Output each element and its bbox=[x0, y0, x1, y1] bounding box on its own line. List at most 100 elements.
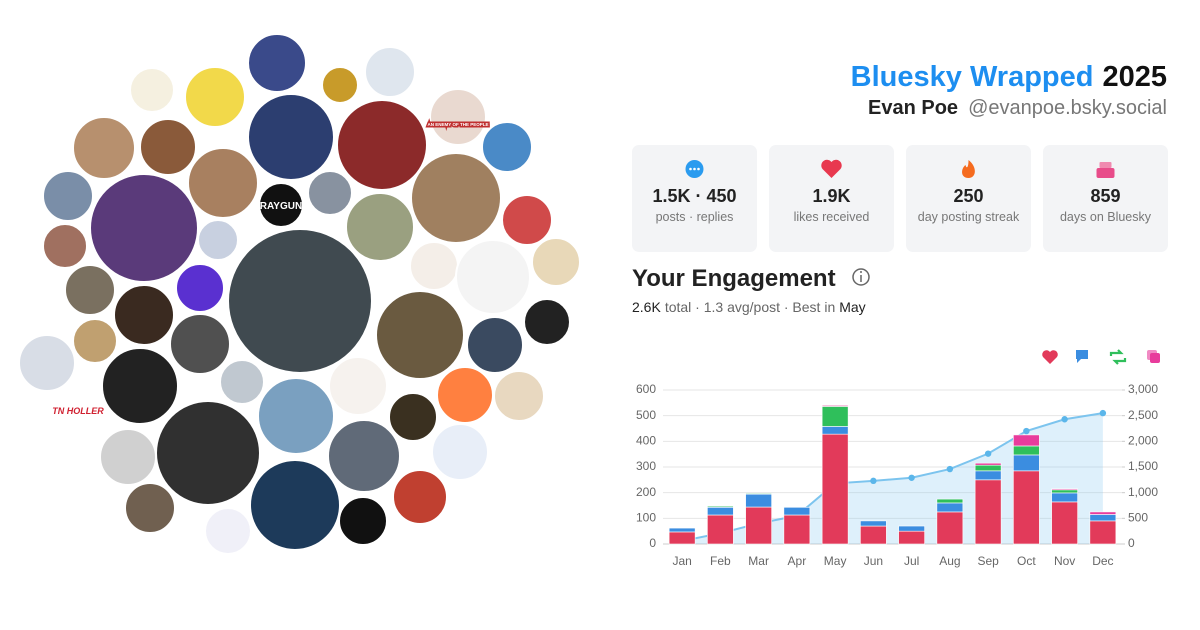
avatar[interactable] bbox=[455, 239, 531, 315]
x-tick-label: Dec bbox=[1092, 554, 1113, 568]
avatar[interactable] bbox=[124, 482, 176, 534]
avatar[interactable] bbox=[531, 237, 581, 287]
info-icon[interactable] bbox=[852, 268, 870, 286]
avatar[interactable] bbox=[219, 359, 265, 405]
avatar[interactable] bbox=[501, 194, 553, 246]
avatar[interactable] bbox=[204, 507, 252, 555]
avatar[interactable] bbox=[72, 318, 118, 364]
avatar[interactable] bbox=[410, 152, 502, 244]
y-tick-label: 200 bbox=[636, 485, 656, 499]
x-tick-label: Jun bbox=[864, 554, 883, 568]
bar-segment bbox=[821, 406, 849, 427]
avatar[interactable] bbox=[175, 263, 225, 313]
avatar[interactable] bbox=[375, 290, 465, 380]
avatar[interactable] bbox=[409, 241, 459, 291]
avatar[interactable] bbox=[328, 356, 388, 416]
x-tick-label: Jan bbox=[672, 554, 691, 568]
stat-label: posts · replies bbox=[656, 210, 734, 224]
avatar[interactable] bbox=[388, 392, 438, 442]
bar-segment bbox=[783, 514, 811, 545]
avatar[interactable] bbox=[113, 284, 175, 346]
bar-segment bbox=[668, 531, 696, 545]
avatar[interactable] bbox=[327, 419, 401, 493]
y2-tick-label: 3,000 bbox=[1128, 382, 1158, 396]
bar-segment bbox=[1013, 434, 1040, 447]
legend-icon[interactable] bbox=[1042, 350, 1058, 364]
avatar-label: TN HOLLER bbox=[52, 406, 104, 416]
avatar[interactable] bbox=[247, 93, 335, 181]
avatar[interactable] bbox=[431, 423, 489, 481]
avatar[interactable] bbox=[523, 298, 571, 346]
avatar[interactable] bbox=[345, 192, 415, 262]
bar-segment bbox=[1051, 488, 1078, 491]
stat-value: 1.5K · 450 bbox=[652, 186, 736, 206]
avatar[interactable] bbox=[155, 400, 261, 506]
avatar[interactable] bbox=[466, 316, 524, 374]
avatar[interactable] bbox=[42, 170, 94, 222]
title: Bluesky Wrapped 2025 bbox=[851, 61, 1167, 93]
line-point bbox=[908, 474, 915, 481]
bar-segment bbox=[974, 470, 1002, 481]
bar-segment bbox=[1013, 445, 1040, 456]
legend-icon[interactable] bbox=[1109, 349, 1127, 365]
avatar[interactable] bbox=[101, 347, 179, 425]
best-month: May bbox=[839, 299, 865, 315]
user-handle: @evanpoe.bsky.social bbox=[968, 97, 1167, 119]
stat-card bbox=[769, 145, 894, 252]
avatar[interactable] bbox=[197, 219, 239, 261]
avatar[interactable] bbox=[184, 66, 246, 128]
y2-tick-label: 1,500 bbox=[1128, 459, 1158, 473]
stat-value: 859 bbox=[1090, 186, 1120, 206]
bar-segment bbox=[974, 462, 1002, 466]
avatar[interactable] bbox=[364, 46, 416, 98]
avatar[interactable] bbox=[89, 173, 199, 283]
avatar[interactable] bbox=[53, 393, 103, 443]
avatar[interactable] bbox=[392, 469, 448, 525]
legend bbox=[1042, 349, 1160, 365]
avatar[interactable] bbox=[99, 428, 157, 486]
y2-tick-label: 500 bbox=[1128, 511, 1148, 525]
stat-icon bbox=[1099, 162, 1112, 168]
avatar[interactable] bbox=[18, 334, 76, 392]
avatar[interactable] bbox=[42, 223, 88, 269]
y-tick-label: 600 bbox=[636, 382, 656, 396]
bar-segment bbox=[1051, 489, 1078, 494]
avatar[interactable] bbox=[72, 116, 136, 180]
title-text: Bluesky Wrapped bbox=[851, 61, 1094, 93]
bar-segment bbox=[1013, 470, 1040, 545]
legend-icon[interactable] bbox=[1150, 353, 1160, 363]
avatar[interactable] bbox=[338, 496, 388, 546]
bar-segment bbox=[707, 505, 734, 508]
avatar[interactable] bbox=[307, 170, 353, 216]
bar-segment bbox=[745, 493, 772, 495]
y-tick-label: 400 bbox=[636, 434, 656, 448]
line-point bbox=[984, 450, 992, 457]
avatar[interactable] bbox=[481, 121, 533, 173]
y2-tick-label: 1,000 bbox=[1128, 485, 1158, 499]
bar-segment bbox=[860, 525, 887, 545]
bar-segment bbox=[1089, 514, 1117, 522]
x-tick-label: Feb bbox=[710, 554, 731, 568]
avatar[interactable] bbox=[227, 228, 373, 374]
x-tick-label: Jul bbox=[904, 554, 919, 568]
avatar[interactable] bbox=[493, 370, 545, 422]
avatar[interactable] bbox=[64, 264, 116, 316]
avatar[interactable] bbox=[249, 459, 341, 551]
avatar[interactable] bbox=[429, 88, 487, 146]
avatar[interactable] bbox=[436, 366, 494, 424]
avatar[interactable] bbox=[336, 99, 428, 191]
avatar[interactable] bbox=[139, 118, 197, 176]
legend-icon[interactable] bbox=[1076, 350, 1088, 363]
line-point bbox=[946, 465, 954, 473]
x-tick-label: May bbox=[824, 554, 847, 568]
avatar[interactable] bbox=[187, 147, 259, 219]
avatar[interactable] bbox=[321, 66, 359, 104]
avatar[interactable] bbox=[257, 377, 335, 455]
bar-segment bbox=[707, 514, 734, 545]
line-point bbox=[1061, 416, 1068, 423]
avatar[interactable] bbox=[258, 182, 304, 228]
avatar[interactable] bbox=[129, 67, 175, 113]
avatar[interactable] bbox=[247, 33, 307, 93]
year: 2025 bbox=[1102, 61, 1167, 93]
avatar[interactable] bbox=[169, 313, 231, 375]
